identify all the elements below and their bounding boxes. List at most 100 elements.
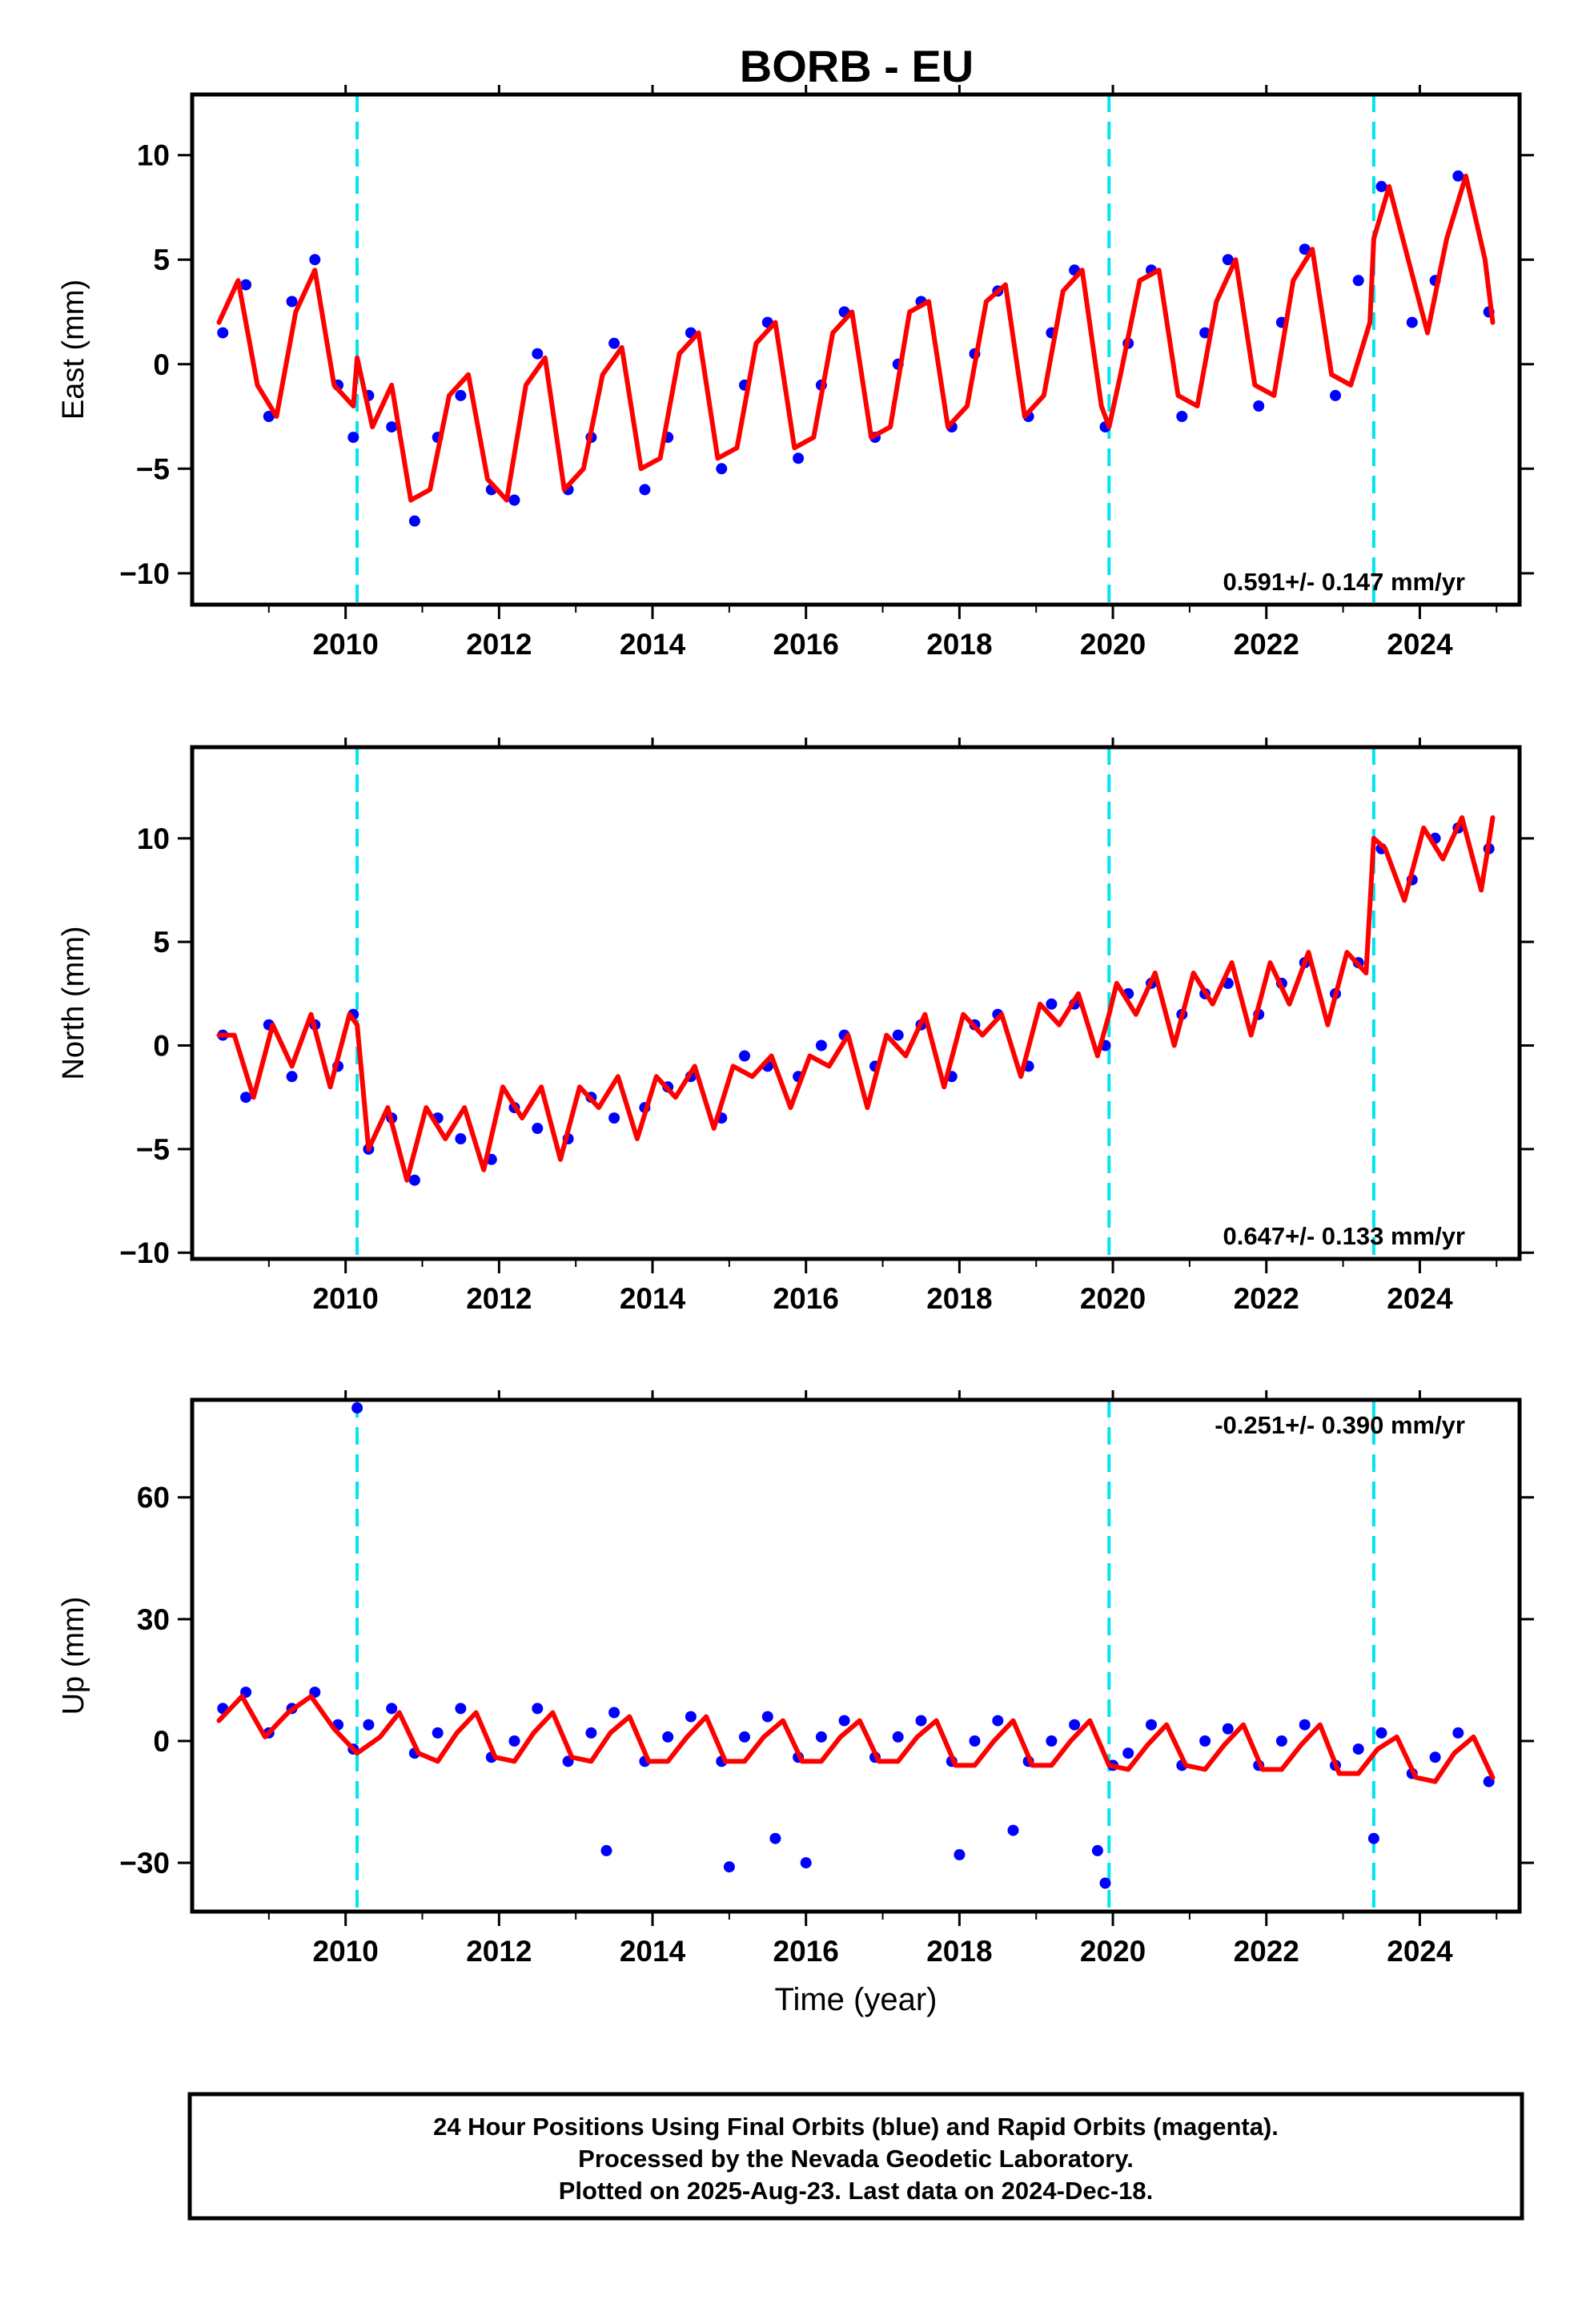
- y-tick-label: 5: [153, 243, 170, 276]
- data-point: [1406, 316, 1418, 328]
- x-tick-label: 2020: [1080, 1282, 1146, 1315]
- data-point: [1352, 1743, 1364, 1755]
- up-panel: 2010 2012 2014 2016 2018 2020 2022 2024 −30 0 30 60…: [57, 1390, 1534, 2017]
- x-tick-label: 2012: [466, 1282, 532, 1315]
- data-point: [1222, 254, 1234, 266]
- rate-annotation: 0.591+/- 0.147 mm/yr: [1223, 568, 1465, 596]
- data-point: [608, 337, 620, 349]
- data-point: [1069, 1719, 1081, 1731]
- data-point: [739, 1050, 750, 1062]
- y-tick-label: 5: [153, 926, 170, 959]
- data-point: [1429, 1751, 1441, 1763]
- data-point: [1122, 1747, 1134, 1759]
- data-point: [386, 1703, 398, 1715]
- x-tick-label: 2016: [773, 628, 839, 661]
- data-point: [347, 432, 359, 444]
- data-point: [892, 1731, 904, 1743]
- x-tick-label: 2014: [620, 1282, 686, 1315]
- y-tick-label: −10: [119, 557, 170, 590]
- y-tick-label: 30: [137, 1603, 170, 1636]
- y-axis-label: Up (mm): [57, 1597, 90, 1715]
- data-point: [685, 1711, 697, 1723]
- footer-line-3: Plotted on 2025-Aug-23. Last data on 202…: [559, 2177, 1154, 2205]
- plot-frame: [190, 745, 1522, 1261]
- data-point: [240, 279, 252, 291]
- y-tick-label: 60: [137, 1482, 170, 1514]
- data-point: [309, 254, 321, 266]
- rate-annotation: -0.251+/- 0.390 mm/yr: [1215, 1411, 1465, 1439]
- data-point: [455, 389, 467, 401]
- data-point: [793, 452, 805, 464]
- y-tick-label: −10: [119, 1236, 170, 1269]
- data-point: [1375, 1727, 1387, 1739]
- data-point: [455, 1133, 467, 1144]
- north-panel: 2010 2012 2014 2016 2018 2020 2022 2024 −10 −5 0 5 1…: [57, 738, 1534, 1315]
- x-tick-label: 2018: [926, 628, 992, 661]
- chart-title: BORB - EU: [740, 41, 974, 91]
- data-point: [351, 1402, 363, 1414]
- data-point: [1146, 1719, 1157, 1731]
- data-point: [892, 1029, 904, 1041]
- data-point: [608, 1112, 620, 1124]
- model-fit-line: [216, 815, 1496, 1183]
- data-point: [769, 1832, 781, 1844]
- data-point: [639, 484, 651, 496]
- data-point: [1352, 275, 1364, 287]
- data-point: [286, 1071, 298, 1083]
- x-tick-label: 2020: [1080, 628, 1146, 661]
- y-tick-label: 0: [153, 1030, 170, 1063]
- y-tick-label: −5: [136, 1133, 170, 1166]
- data-point: [386, 421, 398, 433]
- data-point: [508, 494, 520, 506]
- data-point: [915, 1715, 927, 1727]
- plot-frame: [190, 92, 1522, 607]
- x-tick-label: 2022: [1234, 1935, 1299, 1968]
- data-point: [408, 1174, 420, 1186]
- data-point: [585, 1727, 597, 1739]
- data-point: [1176, 411, 1188, 422]
- data-point: [739, 1731, 750, 1743]
- x-tick-label: 2010: [313, 1935, 379, 1968]
- data-point: [954, 1849, 966, 1860]
- data-point: [1007, 1824, 1019, 1836]
- data-point: [286, 296, 298, 308]
- data-point: [363, 1719, 375, 1731]
- data-point: [1199, 1735, 1211, 1747]
- data-point: [1099, 1877, 1111, 1889]
- data-point: [969, 1735, 981, 1747]
- data-point: [838, 1715, 850, 1727]
- x-tick-label: 2012: [466, 628, 532, 661]
- y-tick-label: 10: [137, 139, 170, 172]
- data-point: [1367, 1832, 1379, 1844]
- x-tick-label: 2020: [1080, 1935, 1146, 1968]
- data-point: [1375, 180, 1387, 192]
- data-point: [992, 1715, 1004, 1727]
- data-point: [508, 1735, 520, 1747]
- data-point: [532, 1123, 544, 1134]
- data-point: [240, 1092, 252, 1104]
- data-point: [800, 1857, 812, 1869]
- data-point: [1222, 1723, 1234, 1735]
- x-tick-label: 2024: [1387, 1935, 1453, 1968]
- data-point: [662, 1731, 674, 1743]
- data-point: [1299, 1719, 1311, 1731]
- y-tick-label: −5: [136, 452, 170, 485]
- plot-frame: [190, 1397, 1522, 1914]
- data-point: [1275, 1735, 1287, 1747]
- data-point: [600, 1844, 612, 1856]
- rate-annotation: 0.647+/- 0.133 mm/yr: [1223, 1222, 1465, 1250]
- data-point: [1046, 998, 1058, 1010]
- data-point: [815, 1731, 827, 1743]
- data-point: [532, 348, 544, 360]
- data-point: [1091, 1844, 1103, 1856]
- data-point: [761, 1711, 773, 1723]
- y-tick-label: 0: [153, 348, 170, 381]
- data-point: [432, 1727, 444, 1739]
- east-panel: 2010 2012 2014 2016 2018 2020 2022 2024 −10 −5 0 5 1…: [57, 85, 1534, 661]
- x-tick-label: 2022: [1234, 1282, 1299, 1315]
- model-fit-line: [216, 173, 1496, 503]
- footer-box: 24 Hour Positions Using Final Orbits (bl…: [187, 2092, 1524, 2221]
- footer-line-1: 24 Hour Positions Using Final Orbits (bl…: [433, 2113, 1279, 2141]
